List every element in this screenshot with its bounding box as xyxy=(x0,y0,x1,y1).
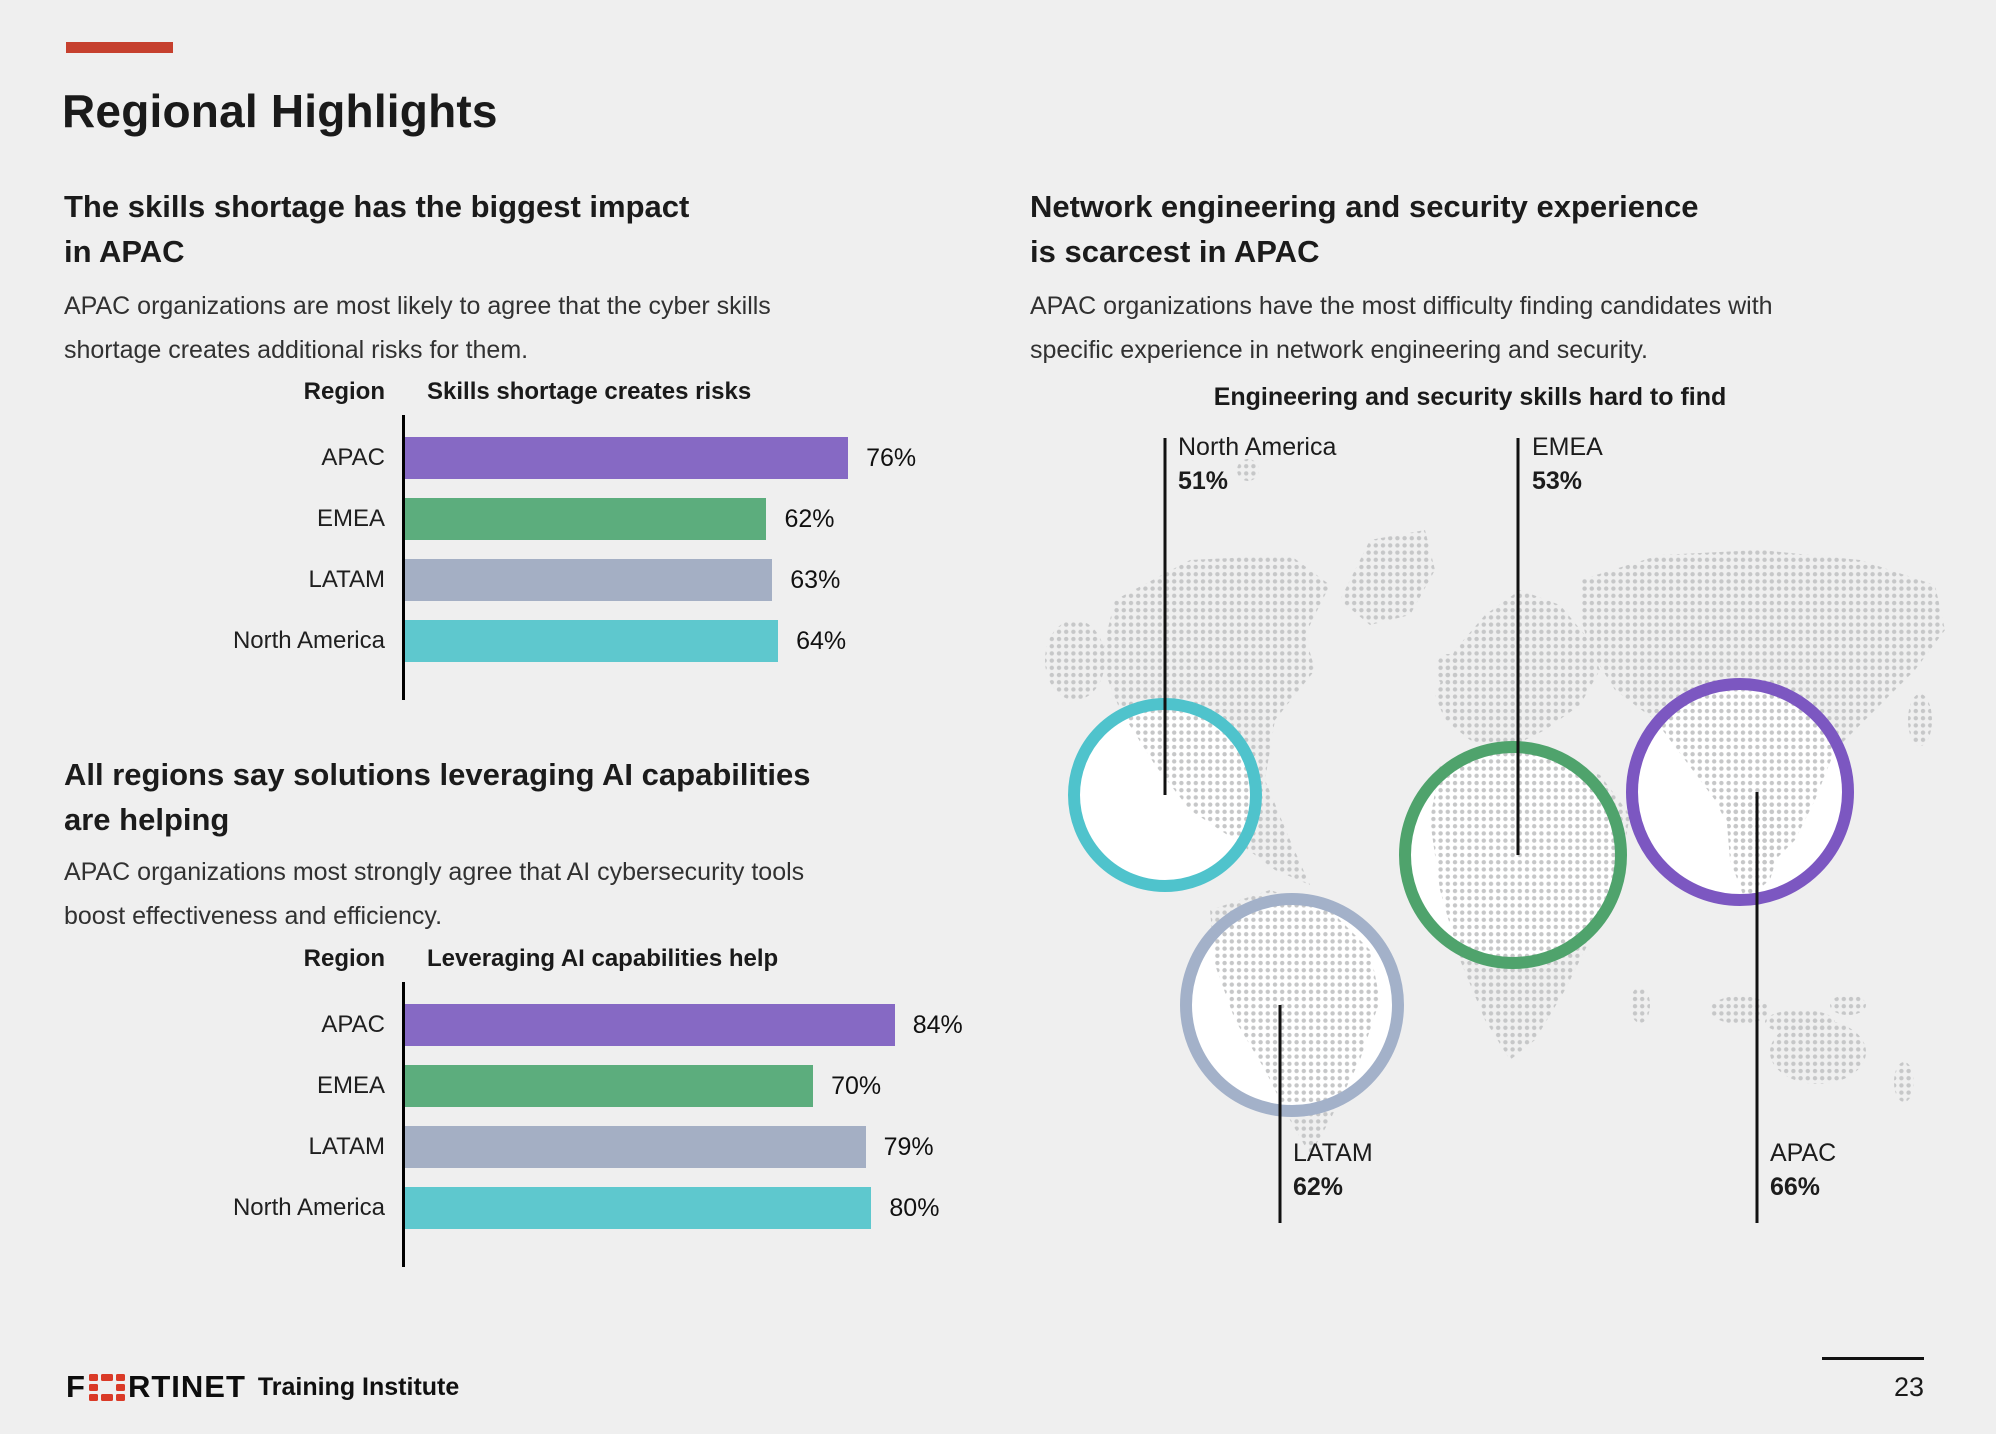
right-title-line1: Network engineering and security experie… xyxy=(1030,189,1699,224)
accent-bar xyxy=(66,42,173,53)
row-label: EMEA xyxy=(316,505,385,532)
metric-column-header: Leveraging AI capabilities help xyxy=(427,945,779,972)
chart-row: LATAM 79% xyxy=(66,1126,996,1168)
region-name: EMEA xyxy=(1532,433,1603,461)
logo-text-f: F xyxy=(66,1369,86,1404)
bar xyxy=(405,1004,895,1046)
right-section-title: Network engineering and security experie… xyxy=(1030,184,1698,274)
chart-plot-area: APAC 84% EMEA 70% LATAM 79% North America 80% xyxy=(66,982,996,1267)
ring-latam xyxy=(1180,893,1404,1117)
section1-title-line2: in APAC xyxy=(64,234,185,269)
section1-subtitle-line1: APAC organizations are most likely to ag… xyxy=(64,292,771,320)
ring-emea xyxy=(1399,741,1627,969)
section2-subtitle-line2: boost effectiveness and efficiency. xyxy=(64,902,443,930)
logo-text-rtinet: RTINET xyxy=(127,1369,246,1404)
region-value: 51% xyxy=(1178,467,1229,495)
section2-title: All regions say solutions leveraging AI … xyxy=(64,752,811,842)
bar xyxy=(405,437,849,479)
chart-header: Region Skills shortage creates risks xyxy=(66,378,996,406)
region-name: North America xyxy=(1178,433,1337,461)
region-value: 66% xyxy=(1770,1173,1821,1201)
page-number-rule xyxy=(1822,1357,1924,1360)
skills-shortage-chart: Region Skills shortage creates risks APA… xyxy=(66,378,996,703)
page-number: 23 xyxy=(1893,1372,1924,1402)
bar-value: 70% xyxy=(831,1071,882,1100)
row-label: LATAM xyxy=(308,566,385,593)
section2-title-line1: All regions say solutions leveraging AI … xyxy=(64,757,811,792)
chart-plot-area: APAC 76% EMEA 62% LATAM 63% North America 64% xyxy=(66,415,996,700)
bar xyxy=(405,620,779,662)
chart-row: North America 80% xyxy=(66,1187,996,1229)
metric-column-header: Skills shortage creates risks xyxy=(427,378,752,405)
bar-value: 79% xyxy=(883,1132,934,1161)
map-label-emea: EMEA 53% xyxy=(1532,430,1603,498)
row-label: APAC xyxy=(321,444,385,471)
map-chart-title: Engineering and security skills hard to … xyxy=(1213,383,1727,411)
section2-subtitle-line1: APAC organizations most strongly agree t… xyxy=(64,858,805,886)
chart-row: North America 64% xyxy=(66,620,996,662)
chart-row: EMEA 70% xyxy=(66,1065,996,1107)
region-value: 53% xyxy=(1532,467,1583,495)
leader-lines xyxy=(1163,438,1759,1223)
region-column-header: Region xyxy=(303,378,385,405)
section1-subtitle-line2: shortage creates additional risks for th… xyxy=(64,336,529,364)
bar-value: 64% xyxy=(796,626,847,655)
right-subtitle-line2: specific experience in network engineeri… xyxy=(1030,336,1648,364)
bar-value: 62% xyxy=(784,504,835,533)
bubble-rings xyxy=(1068,678,1854,1117)
bar xyxy=(405,1126,866,1168)
row-label: EMEA xyxy=(316,1072,385,1099)
map-label-north-america: North America 51% xyxy=(1178,430,1336,498)
right-section-subtitle: APAC organizations have the most difficu… xyxy=(1030,284,1773,372)
section1-title: The skills shortage has the biggest impa… xyxy=(64,184,689,274)
chart-row: LATAM 63% xyxy=(66,559,996,601)
row-label: North America xyxy=(232,1194,385,1221)
page-title: Regional Highlights xyxy=(62,85,498,137)
bar-value: 84% xyxy=(912,1010,963,1039)
row-label: LATAM xyxy=(308,1133,385,1160)
region-value: 62% xyxy=(1293,1173,1344,1201)
section2-subtitle: APAC organizations most strongly agree t… xyxy=(64,850,804,938)
region-column-header: Region xyxy=(303,945,385,972)
bar-value: 63% xyxy=(790,565,841,594)
bar xyxy=(405,1065,814,1107)
region-name: LATAM xyxy=(1293,1139,1373,1167)
fortinet-logo: F RTINET Training Institute xyxy=(66,1369,459,1405)
bar xyxy=(405,559,773,601)
region-name: APAC xyxy=(1770,1139,1837,1167)
training-institute-label: Training Institute xyxy=(257,1372,460,1401)
chart-row: APAC 84% xyxy=(66,1004,996,1046)
ai-capabilities-chart: Region Leveraging AI capabilities help A… xyxy=(66,945,996,1270)
right-subtitle-line1: APAC organizations have the most difficu… xyxy=(1030,292,1773,320)
fortinet-gate-icon xyxy=(88,1373,125,1401)
right-title-line2: is scarcest in APAC xyxy=(1030,234,1320,269)
bar-value: 76% xyxy=(866,443,917,472)
bar xyxy=(405,1187,872,1229)
map-label-apac: APAC 66% xyxy=(1770,1136,1836,1204)
map-canvas xyxy=(1045,438,1945,1223)
chart-row: APAC 76% xyxy=(66,437,996,479)
bar xyxy=(405,498,767,540)
map-label-latam: LATAM 62% xyxy=(1293,1136,1373,1204)
chart-row: EMEA 62% xyxy=(66,498,996,540)
chart-header: Region Leveraging AI capabilities help xyxy=(66,945,996,973)
row-label: North America xyxy=(232,627,385,654)
section1-title-line1: The skills shortage has the biggest impa… xyxy=(64,189,690,224)
world-dot-map: North America 51% EMEA 53% LATAM 62% APA… xyxy=(1020,420,1960,1250)
section2-title-line2: are helping xyxy=(64,802,230,837)
bar-value: 80% xyxy=(889,1193,940,1222)
ring-apac xyxy=(1626,678,1854,906)
row-label: APAC xyxy=(321,1011,385,1038)
section1-subtitle: APAC organizations are most likely to ag… xyxy=(64,284,771,372)
